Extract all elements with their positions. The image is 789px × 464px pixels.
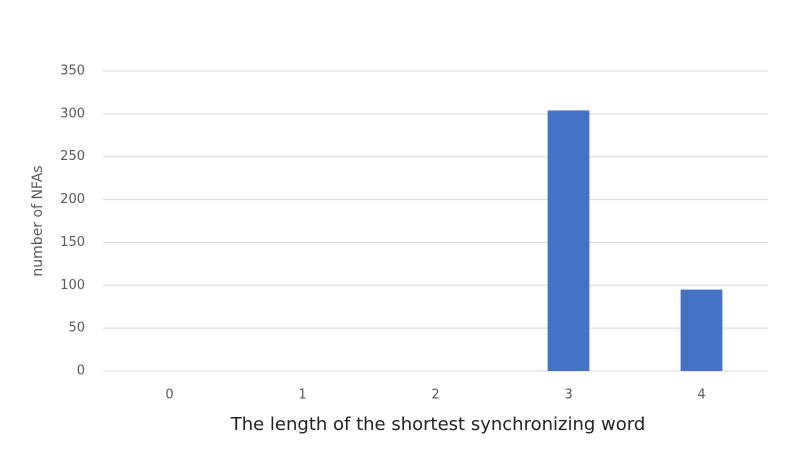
x-tick-label: 2: [431, 388, 439, 403]
y-tick-label: 350: [60, 64, 85, 79]
y-tick-label: 250: [60, 149, 85, 164]
y-tick-label: 0: [77, 364, 85, 379]
x-tick-label: 3: [564, 388, 572, 403]
bar: [547, 110, 590, 371]
y-tick-label: 50: [68, 321, 85, 336]
y-axis-label: number of NFAs: [30, 165, 46, 276]
y-tick-label: 300: [60, 106, 85, 121]
y-tick-label: 150: [60, 235, 85, 250]
y-tick-label: 100: [60, 278, 85, 293]
x-tick-label: 1: [298, 388, 306, 403]
x-axis-label: The length of the shortest synchronizing…: [230, 414, 646, 435]
y-tick-label: 200: [60, 192, 85, 207]
x-tick-label: 4: [697, 388, 705, 403]
x-tick-label: 0: [165, 388, 173, 403]
bar: [680, 289, 723, 371]
